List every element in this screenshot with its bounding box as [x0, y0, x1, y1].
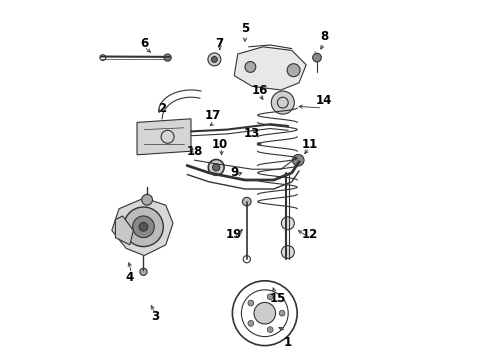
Text: 16: 16 — [251, 84, 268, 96]
Circle shape — [313, 53, 321, 62]
Circle shape — [248, 300, 254, 306]
Circle shape — [245, 62, 256, 72]
Circle shape — [293, 154, 304, 166]
Text: 11: 11 — [302, 138, 318, 150]
Polygon shape — [112, 198, 173, 256]
Circle shape — [142, 194, 152, 205]
Circle shape — [164, 54, 171, 61]
Circle shape — [267, 327, 273, 333]
Text: 15: 15 — [269, 292, 286, 305]
Text: 10: 10 — [212, 138, 228, 150]
Circle shape — [248, 320, 254, 326]
Text: 1: 1 — [284, 336, 292, 348]
Circle shape — [243, 197, 251, 206]
Circle shape — [279, 310, 285, 316]
Circle shape — [213, 164, 220, 171]
Text: 12: 12 — [302, 228, 318, 240]
Circle shape — [287, 64, 300, 77]
Polygon shape — [116, 216, 133, 245]
Text: 4: 4 — [125, 271, 134, 284]
Circle shape — [208, 159, 224, 175]
Circle shape — [139, 222, 148, 231]
Circle shape — [123, 207, 163, 247]
Circle shape — [208, 53, 221, 66]
Text: 2: 2 — [158, 102, 166, 114]
Polygon shape — [137, 119, 191, 155]
Text: 3: 3 — [151, 310, 159, 323]
Polygon shape — [234, 47, 306, 90]
Circle shape — [140, 268, 147, 275]
Text: 17: 17 — [204, 109, 220, 122]
Text: 5: 5 — [241, 22, 249, 35]
Text: 6: 6 — [140, 37, 148, 50]
Circle shape — [271, 91, 294, 114]
Circle shape — [281, 217, 294, 230]
Text: 14: 14 — [316, 94, 332, 107]
Circle shape — [133, 216, 154, 238]
Circle shape — [254, 302, 275, 324]
Circle shape — [281, 246, 294, 258]
Text: 7: 7 — [216, 37, 224, 50]
Circle shape — [212, 57, 217, 62]
Circle shape — [267, 294, 273, 300]
Text: 8: 8 — [320, 30, 328, 42]
Text: 13: 13 — [244, 127, 260, 140]
Text: 9: 9 — [230, 166, 238, 179]
Text: 19: 19 — [226, 228, 243, 240]
Text: 18: 18 — [186, 145, 203, 158]
